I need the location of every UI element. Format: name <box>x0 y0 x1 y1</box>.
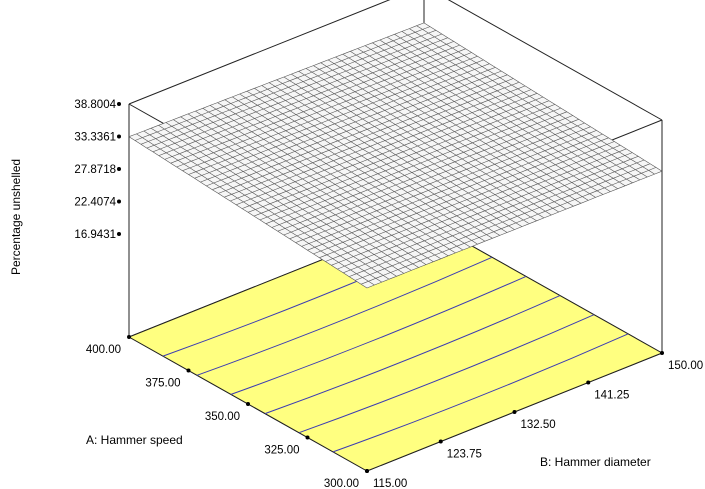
z-tick-mark <box>117 134 121 139</box>
box-edge <box>128 0 391 105</box>
x-tick-label: 300.00 <box>324 478 359 489</box>
x-tick-mark <box>305 435 310 440</box>
contour-line <box>196 256 493 376</box>
box-edge <box>447 0 663 121</box>
x-axis-label: A: Hammer speed <box>86 433 183 447</box>
x-tick-label: 400.00 <box>86 344 121 356</box>
z-tick-label: 16.9431 <box>74 229 116 241</box>
surface-fill <box>129 22 662 289</box>
z-tick-mark <box>117 232 121 236</box>
response-surface <box>128 22 663 289</box>
contour-line <box>332 333 629 453</box>
contour-line <box>264 295 561 415</box>
axis-ticks: 38.8004 33.3361 27.8718 22.4074 16.9431 400.0… <box>74 99 703 489</box>
y-tick-mark <box>365 469 369 473</box>
x-tick-mark <box>186 368 191 373</box>
z-tick-label: 22.4074 <box>74 197 116 209</box>
y-tick-label: 150.00 <box>668 360 703 372</box>
contour-line <box>230 275 527 395</box>
z-tick-mark <box>117 199 121 204</box>
x-tick-mark <box>127 335 131 339</box>
z-tick-mark <box>117 166 121 171</box>
z-tick-mark <box>117 102 121 106</box>
z-axis-label: Percentage unshelled <box>9 159 23 275</box>
y-tick-mark <box>586 380 591 385</box>
y-tick-label: 141.25 <box>594 390 629 402</box>
y-tick-mark <box>438 439 443 444</box>
y-tick-label: 132.50 <box>521 419 556 431</box>
z-tick-label: 38.8004 <box>74 99 116 111</box>
y-tick-mark <box>660 351 664 355</box>
x-tick-label: 325.00 <box>264 445 299 457</box>
z-tick-label: 27.8718 <box>74 164 116 176</box>
y-tick-label: 123.75 <box>447 449 482 461</box>
x-tick-label: 375.00 <box>145 378 180 390</box>
x-tick-label: 350.00 <box>205 411 240 423</box>
y-tick-label: 115.00 <box>373 478 407 489</box>
y-tick-mark <box>512 410 517 414</box>
contour-line <box>298 314 595 434</box>
surface-mesh <box>128 22 663 289</box>
z-tick-label: 33.3361 <box>74 131 116 143</box>
x-tick-mark <box>246 402 250 406</box>
y-axis-label: B: Hammer diameter <box>540 455 651 469</box>
